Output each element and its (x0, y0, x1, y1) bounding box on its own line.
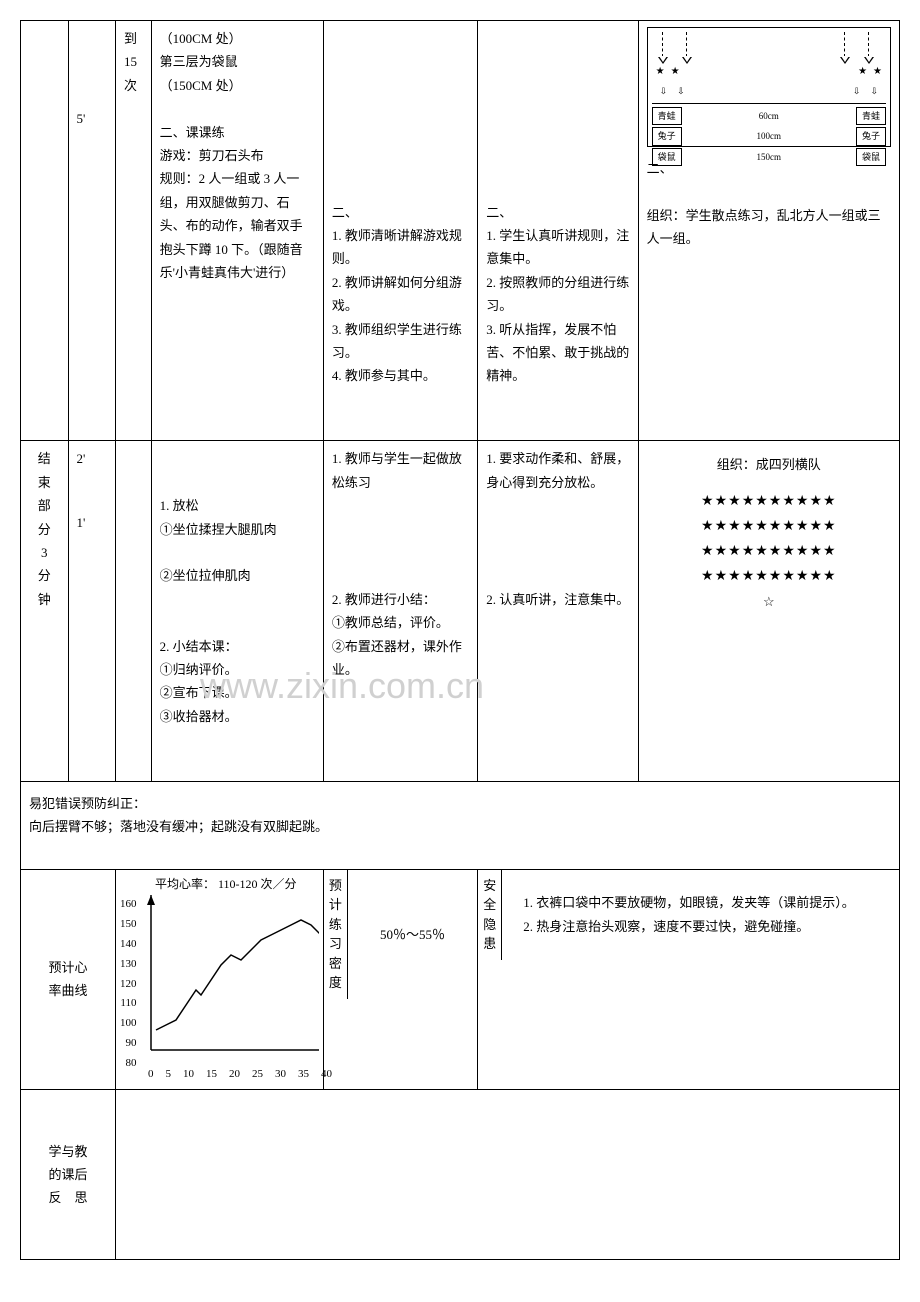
y-label: 150 (120, 915, 137, 935)
y-label: 100 (120, 1014, 137, 1034)
star-row: ★★★★★★★★★★ (647, 564, 891, 589)
teacher-text: 二、 1. 教师清晰讲解游戏规则。 2. 教师讲解如何分组游戏。 3. 教师组织… (332, 201, 469, 388)
star-row: ★★★★★★★★★★ (647, 539, 891, 564)
hollow-star: ☆ (647, 590, 891, 613)
org-cell: 组织：成四列横队 ★★★★★★★★★★ ★★★★★★★★★★ ★★★★★★★★★… (638, 441, 899, 781)
content-cell: （100CM 处） 第三层为袋鼠 （150CM 处） 二、课课练 游戏：剪刀石头… (151, 21, 323, 441)
section-cell: 结束部分3分钟 (21, 441, 69, 781)
diagram-label: 袋鼠 (856, 148, 886, 166)
x-label: 0 (148, 1065, 154, 1085)
lesson-plan-table: 5' 到 15 次 （100CM 处） 第三层为袋鼠 （150CM 处） 二、课… (20, 20, 900, 1260)
density-label: 预计练习密度 (324, 870, 348, 999)
y-label: 80 (120, 1054, 137, 1074)
x-label: 35 (298, 1065, 309, 1085)
time-cell: 2' 1' (68, 441, 116, 781)
table-row: 5' 到 15 次 （100CM 处） 第三层为袋鼠 （150CM 处） 二、课… (21, 21, 900, 441)
x-label: 20 (229, 1065, 240, 1085)
errors-title: 易犯错误预防纠正： (29, 792, 891, 815)
content-cell: 1. 放松 ①坐位揉捏大腿肌肉 ②坐位拉伸肌肉 2. 小结本课： ①归纳评价。 … (151, 441, 323, 781)
section-cell (21, 21, 69, 441)
heartrate-label-cell: 预计心率曲线 (21, 869, 116, 1089)
time-value: 1' (77, 511, 108, 534)
star-row: ★★★★★★★★★★ (647, 514, 891, 539)
student-cell: 1. 要求动作柔和、舒展，身心得到充分放松。 2. 认真听讲，注意集中。 (478, 441, 638, 781)
time-value: 5' (77, 107, 108, 130)
heartrate-chart-cell: 平均心率： 110-120 次／分 160 150 140 130 120 11… (116, 869, 324, 1089)
y-label: 120 (120, 975, 137, 995)
student-text: 二、 1. 学生认真听讲规则，注意集中。 2. 按照教师的分组进行练习。 3. … (486, 201, 629, 388)
safety-cell: 安全隐患 1. 衣裤口袋中不要放硬物，如眼镜，发夹等（课前提示）。 2. 热身注… (478, 869, 900, 1089)
x-label: 5 (166, 1065, 172, 1085)
y-label: 90 (120, 1034, 137, 1054)
diagram-label: 青蛙 (856, 107, 886, 125)
density-cell: 预计练习密度 50％～55％ (323, 869, 477, 1089)
count-line: 15 (124, 50, 143, 73)
diagram-label: 青蛙 (652, 107, 682, 125)
errors-row: 易犯错误预防纠正： 向后摆臂不够；落地没有缓冲；起跳没有双脚起跳。 (21, 781, 900, 869)
count-cell (116, 441, 152, 781)
safety-label: 安全隐患 (478, 870, 502, 960)
y-label: 160 (120, 895, 137, 915)
safety-text: 1. 衣裤口袋中不要放硬物，如眼镜，发夹等（课前提示）。 2. 热身注意抬头观察… (502, 870, 899, 960)
x-label: 15 (206, 1065, 217, 1085)
teacher-cell: 1. 教师与学生一起做放松练习 2. 教师进行小结： ①教师总结，评价。 ②布置… (323, 441, 477, 781)
y-label: 140 (120, 935, 137, 955)
teacher-cell: 二、 1. 教师清晰讲解游戏规则。 2. 教师讲解如何分组游戏。 3. 教师组织… (323, 21, 477, 441)
reflection-label-cell: 学与教的课后反 思 (21, 1090, 116, 1260)
avg-heartrate: 平均心率： 110-120 次／分 (120, 874, 319, 896)
diagram-label: 袋鼠 (652, 148, 682, 166)
org-text: 二、 组织：学生散点练习，乱北方人一组或三人一组。 (647, 157, 891, 251)
metrics-row: 预计心率曲线 平均心率： 110-120 次／分 160 150 140 130… (21, 869, 900, 1089)
diagram-distance: 60cm (759, 108, 779, 124)
star-row: ★★★★★★★★★★ (647, 489, 891, 514)
diagram-label: 兔子 (856, 127, 886, 145)
y-label: 130 (120, 955, 137, 975)
count-line: 次 (124, 74, 143, 97)
reflection-content-cell (116, 1090, 900, 1260)
table-row: 结束部分3分钟 2' 1' 1. 放松 ①坐位揉捏大腿肌肉 ②坐位拉伸肌肉 2.… (21, 441, 900, 781)
x-label: 30 (275, 1065, 286, 1085)
x-label: 40 (321, 1065, 332, 1085)
errors-cell: 易犯错误预防纠正： 向后摆臂不够；落地没有缓冲；起跳没有双脚起跳。 (21, 781, 900, 869)
content-text: 1. 放松 ①坐位揉捏大腿肌肉 ②坐位拉伸肌肉 2. 小结本课： ①归纳评价。 … (160, 494, 315, 728)
x-label: 25 (252, 1065, 263, 1085)
y-label: 110 (120, 994, 137, 1014)
heartrate-chart (141, 895, 319, 1065)
org-label: 组织：成四列横队 (647, 453, 891, 476)
diagram-label: 兔子 (652, 127, 682, 145)
density-value: 50％～55％ (348, 870, 477, 999)
time-cell: 5' (68, 21, 116, 441)
reflection-row: 学与教的课后反 思 (21, 1090, 900, 1260)
time-value: 2' (77, 447, 108, 470)
errors-text: 向后摆臂不够；落地没有缓冲；起跳没有双脚起跳。 (29, 815, 891, 838)
diagram-distance: 150cm (757, 149, 782, 165)
formation-diagram: ★★ ★★ ⇩⇩ ⇩⇩ 青蛙 60cm 青蛙 (647, 27, 891, 147)
count-line: 到 (124, 27, 143, 50)
count-cell: 到 15 次 (116, 21, 152, 441)
diagram-distance: 100cm (757, 128, 782, 144)
org-cell: ★★ ★★ ⇩⇩ ⇩⇩ 青蛙 60cm 青蛙 (638, 21, 899, 441)
student-cell: 二、 1. 学生认真听讲规则，注意集中。 2. 按照教师的分组进行练习。 3. … (478, 21, 638, 441)
x-label: 10 (183, 1065, 194, 1085)
